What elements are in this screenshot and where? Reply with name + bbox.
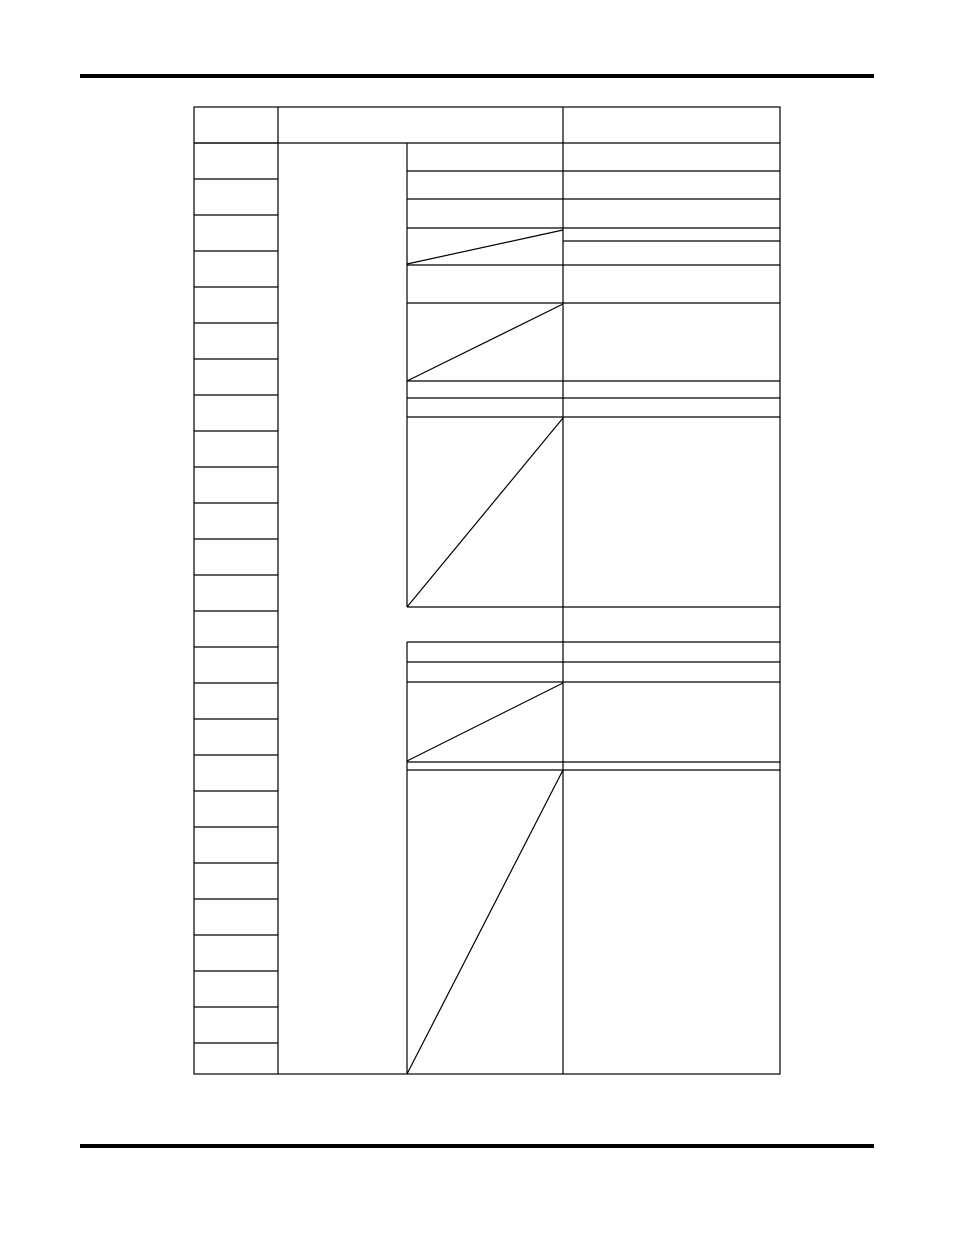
diag-2	[407, 304, 563, 381]
diagram-canvas	[0, 0, 954, 1235]
diag-5	[407, 770, 563, 1074]
diag-4	[407, 683, 563, 761]
diag-1	[407, 230, 563, 264]
diag-3	[407, 418, 563, 607]
outer-box	[194, 107, 780, 1074]
